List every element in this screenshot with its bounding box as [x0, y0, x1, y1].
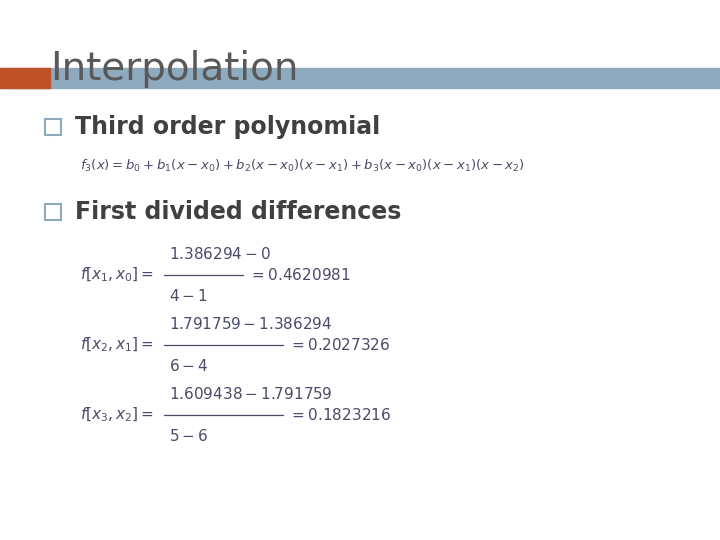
Text: $f[x_1, x_0] = $: $f[x_1, x_0] = $ [80, 266, 153, 284]
Text: Interpolation: Interpolation [50, 50, 298, 88]
Text: $f[x_2, x_1] = $: $f[x_2, x_1] = $ [80, 336, 153, 354]
Bar [0, 68, 50, 88]
Bar [45, 204, 61, 220]
Text: $= 0.1823216$: $= 0.1823216$ [289, 407, 391, 423]
Text: $= 0.4620981$: $= 0.4620981$ [249, 267, 351, 283]
Text: $6 - 4$: $6 - 4$ [169, 358, 208, 374]
Text: $1.791759 - 1.386294$: $1.791759 - 1.386294$ [169, 316, 332, 332]
Text: $= 0.2027326$: $= 0.2027326$ [289, 337, 390, 353]
Text: $1.386294 - 0$: $1.386294 - 0$ [169, 246, 271, 262]
Text: $f_3(x) = b_0 + b_1(x - x_0) + b_2(x - x_0)(x - x_1) + b_3(x - x_0)(x - x_1)(x -: $f_3(x) = b_0 + b_1(x - x_0) + b_2(x - x… [80, 158, 525, 174]
Text: $f[x_3, x_2] = $: $f[x_3, x_2] = $ [80, 406, 153, 424]
Text: First divided differences: First divided differences [75, 200, 401, 224]
Bar [45, 119, 61, 135]
Bar [0, 68, 720, 88]
Text: $4 - 1$: $4 - 1$ [169, 288, 208, 304]
Text: $5 - 6$: $5 - 6$ [169, 428, 208, 444]
Text: $1.609438 - 1.791759$: $1.609438 - 1.791759$ [169, 386, 333, 402]
Text: Third order polynomial: Third order polynomial [75, 115, 380, 139]
